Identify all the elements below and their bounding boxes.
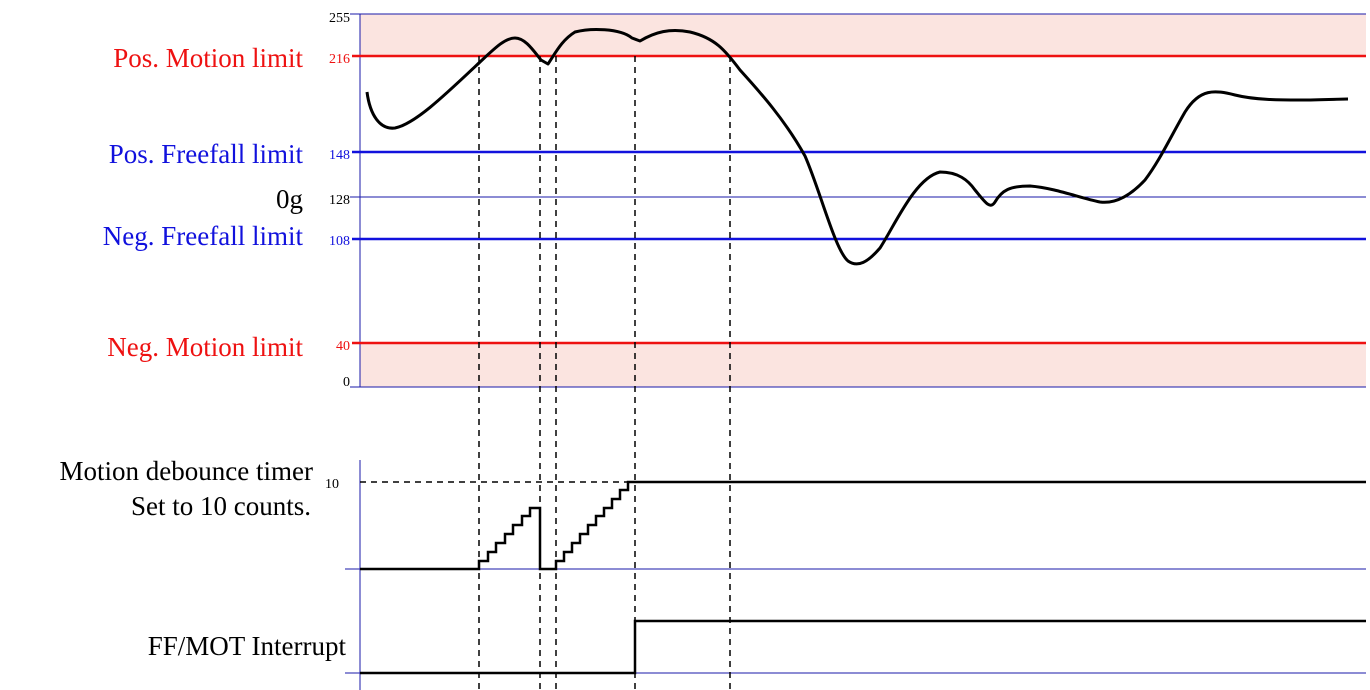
interrupt-trace bbox=[360, 619, 1366, 675]
pos-motion-limit-label: Pos. Motion limit bbox=[113, 43, 303, 73]
debounce-timer-label: Motion debounce timer bbox=[60, 456, 313, 486]
pos-freefall-limit-label: Pos. Freefall limit bbox=[109, 139, 304, 169]
debounce-timer-sublabel: Set to 10 counts. bbox=[131, 491, 311, 521]
tick-0: 0 bbox=[343, 375, 350, 390]
acceleration-trace bbox=[365, 28, 1349, 266]
tick-148: 148 bbox=[329, 148, 350, 163]
tick-128: 128 bbox=[329, 193, 350, 208]
interrupt-label: FF/MOT Interrupt bbox=[148, 631, 347, 661]
tick-216: 216 bbox=[329, 52, 350, 67]
debounce-timer-trace bbox=[360, 480, 1366, 571]
tick-255: 255 bbox=[329, 11, 350, 26]
event-markers bbox=[360, 56, 731, 690]
neg-freefall-limit-label: Neg. Freefall limit bbox=[103, 221, 304, 251]
negative-motion-zone bbox=[360, 343, 1366, 387]
zero-g-label: 0g bbox=[276, 184, 303, 214]
neg-motion-limit-label: Neg. Motion limit bbox=[107, 332, 303, 362]
tick-40: 40 bbox=[336, 339, 350, 354]
positive-motion-zone bbox=[360, 14, 1366, 56]
tick-10-counts: 10 bbox=[325, 477, 339, 492]
tick-108: 108 bbox=[329, 234, 350, 249]
